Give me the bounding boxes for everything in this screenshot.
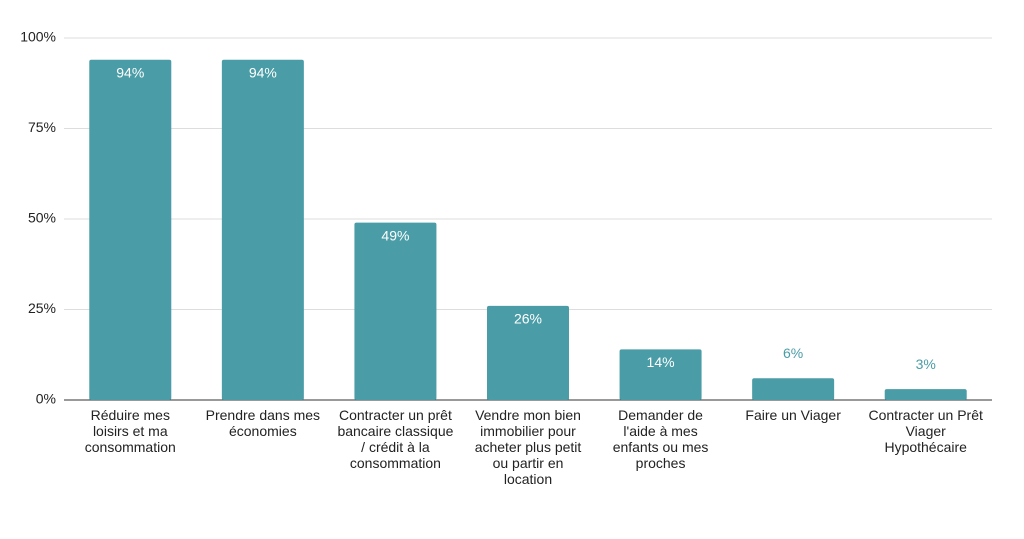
data-label: 26% xyxy=(514,311,542,327)
data-label: 6% xyxy=(783,345,803,361)
bar xyxy=(221,59,304,400)
x-tick-label: Prendre dans mes économies xyxy=(205,407,321,439)
bar xyxy=(89,59,172,400)
data-label: 49% xyxy=(381,227,409,243)
bar xyxy=(487,305,569,400)
x-tick-label: Contracter un prêt bancaire classique / … xyxy=(337,407,454,471)
data-label: 94% xyxy=(249,64,277,80)
y-tick-label: 0% xyxy=(36,391,56,407)
x-tick-label: Réduire mes loisirs et ma consommation xyxy=(84,407,176,455)
y-tick-label: 75% xyxy=(28,119,56,135)
x-tick-label: Contracter un Prêt Viager Hypothécaire xyxy=(868,407,983,455)
x-tick-label: Faire un Viager xyxy=(745,407,841,423)
x-tick-label: Vendre mon bien immobilier pour acheter … xyxy=(474,407,582,487)
bar xyxy=(619,349,702,400)
y-tick-label: 100% xyxy=(20,29,56,45)
bar xyxy=(354,222,437,400)
bar xyxy=(752,378,835,400)
y-tick-label: 25% xyxy=(28,300,56,316)
data-label: 14% xyxy=(647,354,675,370)
y-tick-label: 50% xyxy=(28,210,56,226)
x-tick-label: Demander de l'aide à mes enfants ou mes … xyxy=(612,407,709,471)
data-label: 94% xyxy=(116,64,144,80)
bar xyxy=(884,389,967,400)
data-label: 3% xyxy=(916,356,936,372)
